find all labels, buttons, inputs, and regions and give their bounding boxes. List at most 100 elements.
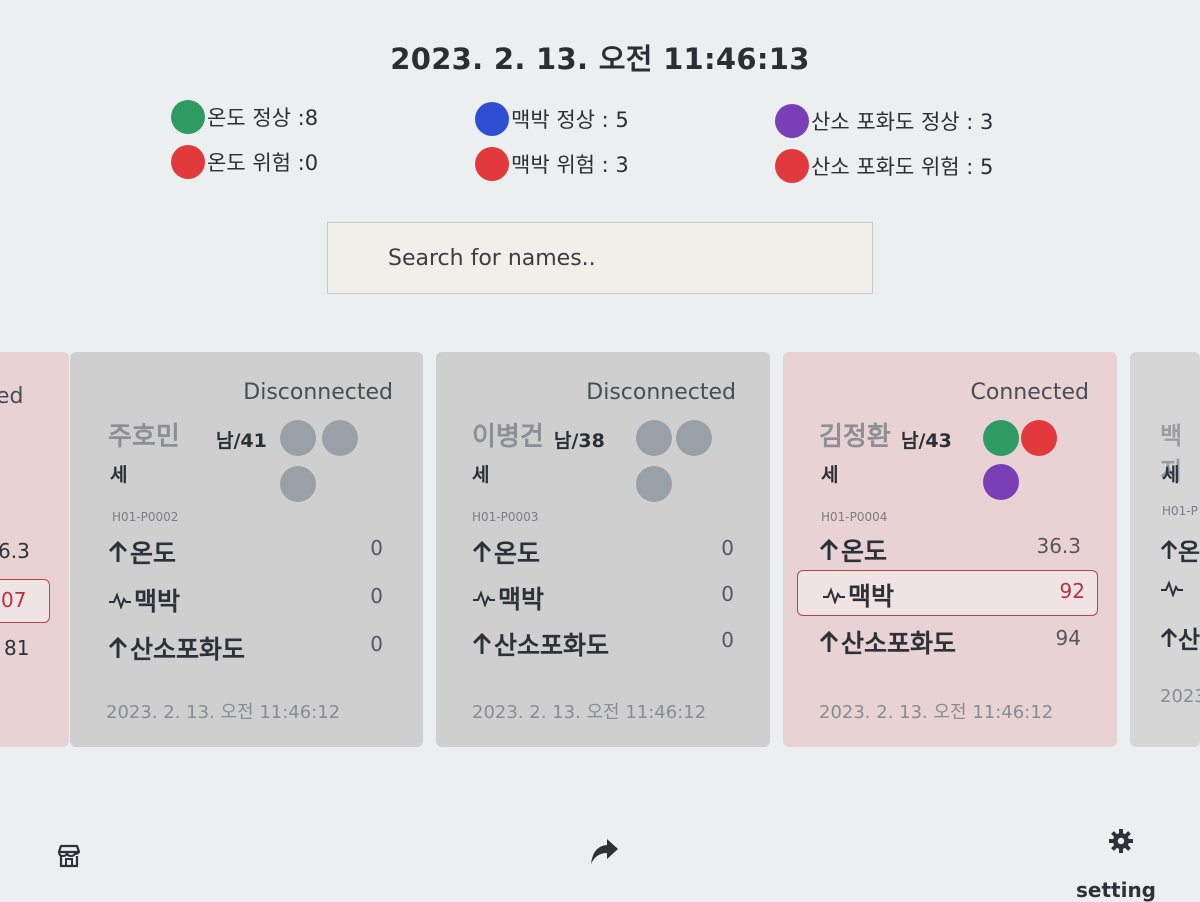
spo2-label: 산소포화도 — [472, 626, 609, 662]
temp-value: 36.3 — [1036, 534, 1081, 558]
spo2-status-dot-icon — [983, 464, 1019, 500]
temp-label: 온 — [1160, 532, 1200, 567]
pulse-label-text: 맥박 — [848, 582, 895, 611]
pulse-row-alert: 맥박 92 — [797, 570, 1098, 616]
temp-value: 6.3 — [0, 539, 30, 563]
temp-value: 0 — [721, 536, 734, 560]
temp-status-dot-icon — [280, 420, 316, 456]
arrow-up-icon — [819, 631, 839, 652]
patient-card-partial-left[interactable]: ed 6.3 07 81 — [0, 352, 69, 747]
legend-temp-danger-label: 온도 위험 :0 — [207, 151, 319, 175]
pulse-label — [1160, 578, 1184, 602]
temp-label: 온도 — [108, 534, 176, 570]
legend-pulse-ok-label: 맥박 정상 : 5 — [511, 108, 629, 132]
pulse-value: 92 — [1059, 579, 1085, 603]
patient-id: H01-P0003 — [472, 510, 539, 524]
last-updated: 2023. 2. 13. 오전 11:46:12 — [472, 702, 707, 723]
arrow-up-icon — [819, 539, 839, 560]
patient-sex-age: 남/41 — [216, 430, 267, 452]
legend-spo2-danger: 산소 포화도 위험 : 5 — [775, 149, 993, 183]
red-status-dot-icon — [171, 145, 205, 179]
pulse-value: 0 — [370, 584, 383, 608]
patient-card[interactable]: Connected 김정환 남/43 세 H01-P0004 온도 36.3 맥… — [783, 352, 1117, 747]
spo2-label: 산 — [1160, 620, 1200, 655]
patient-id: H01-P — [1162, 504, 1198, 518]
temp-label-text: 온 — [1178, 538, 1200, 566]
pulse-alert-row: 07 — [0, 579, 50, 623]
temp-row: 온도 0 — [472, 528, 734, 572]
spo2-label-text: 산 — [1178, 626, 1200, 654]
age-suffix: 세 — [110, 464, 128, 486]
pulse-label: 맥박 — [108, 582, 180, 618]
spo2-value: 81 — [4, 636, 30, 660]
red-status-dot-icon — [775, 149, 809, 183]
pulse-status-dot-icon — [1021, 420, 1057, 456]
arrow-up-icon — [1160, 539, 1178, 559]
temp-row: 온도 0 — [108, 528, 383, 572]
last-updated: 2023. 2. 13. 오전 11:46:12 — [819, 702, 1054, 723]
patient-card-partial-right[interactable]: 백지 세 H01-P 온 산 2023. — [1130, 352, 1200, 747]
pulse-label-text: 맥박 — [134, 587, 181, 616]
pulse-value: 07 — [1, 588, 27, 612]
patient-card[interactable]: Disconnected 주호민 남/41 세 H01-P0002 온도 0 맥… — [70, 352, 423, 747]
spo2-row: 산소포화도 0 — [108, 624, 383, 668]
arrow-up-icon — [472, 633, 492, 654]
gear-icon[interactable] — [1108, 828, 1134, 858]
temp-row: 온도 36.3 — [819, 526, 1081, 570]
legend-temp-ok-label: 온도 정상 :8 — [207, 106, 319, 130]
settings-label[interactable]: setting — [1076, 878, 1156, 902]
arrow-up-icon — [472, 541, 492, 562]
heartbeat-icon — [823, 587, 845, 604]
spo2-label-text: 산소포화도 — [130, 635, 246, 664]
legend-spo2-ok-label: 산소 포화도 정상 : 3 — [811, 110, 994, 134]
temp-status-dot-icon — [636, 420, 672, 456]
age-suffix: 세 — [821, 464, 839, 486]
temp-label-text: 온도 — [494, 539, 541, 568]
pulse-row: 맥박 0 — [472, 574, 734, 618]
heartbeat-icon — [109, 592, 131, 609]
spo2-label-text: 산소포화도 — [841, 629, 957, 658]
pulse-value: 0 — [721, 582, 734, 606]
spo2-status-dot-icon — [280, 466, 316, 502]
spo2-row: 산소포화도 94 — [819, 618, 1081, 662]
search-input[interactable] — [327, 222, 873, 294]
legend-spo2-ok: 산소 포화도 정상 : 3 — [775, 104, 993, 138]
heartbeat-icon — [473, 590, 495, 607]
pulse-status-dot-icon — [322, 420, 358, 456]
age-suffix: 세 — [472, 464, 490, 486]
patient-name: 백지 — [1160, 422, 1183, 485]
legend-pulse-danger-label: 맥박 위험 : 3 — [511, 153, 629, 177]
spo2-value: 0 — [370, 632, 383, 656]
legend-temp-ok: 온도 정상 :8 — [171, 100, 318, 134]
connection-status: Connected — [970, 380, 1089, 405]
patient-card[interactable]: Disconnected 이병건 남/38 세 H01-P0003 온도 0 맥… — [436, 352, 770, 747]
temp-value: 0 — [370, 536, 383, 560]
heartbeat-icon — [1161, 580, 1183, 598]
temp-label: 온도 — [819, 532, 887, 568]
arrow-up-icon — [108, 541, 128, 562]
current-datetime: 2023. 2. 13. 오전 11:46:13 — [390, 42, 810, 76]
legend-pulse-ok: 맥박 정상 : 5 — [475, 102, 629, 136]
age-suffix: 세 — [1162, 464, 1180, 486]
share-arrow-icon[interactable] — [590, 838, 620, 870]
store-icon[interactable] — [56, 843, 82, 873]
spo2-status-dot-icon — [636, 466, 672, 502]
purple-status-dot-icon — [775, 104, 809, 138]
pulse-label: 맥박 — [822, 577, 894, 613]
patient-id: H01-P0002 — [112, 510, 179, 524]
pulse-label: 맥박 — [472, 580, 544, 616]
patient-sex-age: 남/43 — [901, 430, 952, 452]
spo2-label-text: 산소포화도 — [494, 631, 610, 660]
last-updated: 2023. — [1160, 686, 1200, 707]
green-status-dot-icon — [171, 100, 205, 134]
spo2-value: 0 — [721, 628, 734, 652]
connection-status: Disconnected — [243, 380, 393, 405]
connection-status: ed — [0, 384, 24, 409]
spo2-label: 산소포화도 — [108, 630, 245, 666]
spo2-value: 94 — [1055, 626, 1081, 650]
legend-spo2-danger-label: 산소 포화도 위험 : 5 — [811, 155, 994, 179]
temp-status-dot-icon — [983, 420, 1019, 456]
last-updated: 2023. 2. 13. 오전 11:46:12 — [106, 702, 341, 723]
pulse-row: 맥박 0 — [108, 576, 383, 620]
pulse-label-text: 맥박 — [498, 585, 545, 614]
